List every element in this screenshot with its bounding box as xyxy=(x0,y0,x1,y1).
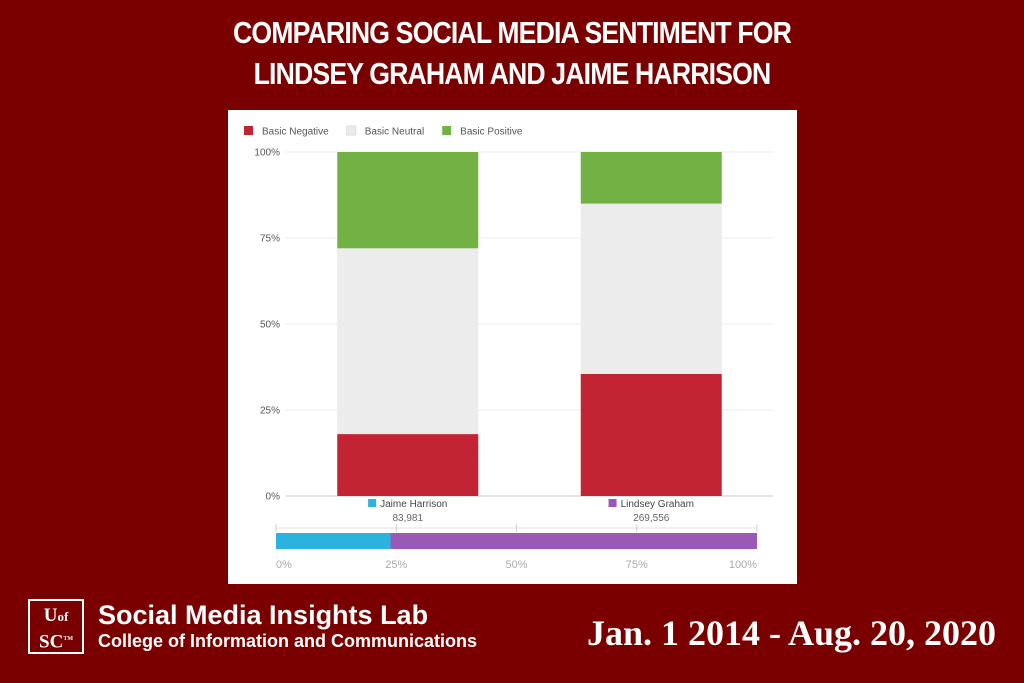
bar-1-1 xyxy=(580,203,722,374)
share-bar-segment-0 xyxy=(276,533,391,549)
legend-swatch-1 xyxy=(346,125,357,136)
chart-panel: Basic Negative Basic Neutral Basic Positiv… xyxy=(228,110,797,584)
date-range: Jan. 1 2014 - Aug. 20, 2020 xyxy=(586,613,996,653)
legend-swatch-2 xyxy=(442,126,452,135)
y-tick-label-4: 100% xyxy=(254,148,280,159)
lab-subtitle: College of Information and Communication… xyxy=(98,631,478,651)
uofsc-logo: Uof SCTM xyxy=(28,599,84,654)
share-tick-label-2: 50% xyxy=(505,559,527,571)
bar-0-1 xyxy=(337,248,479,435)
share-tick-label-3: 75% xyxy=(626,559,648,571)
bar-1-2 xyxy=(580,152,722,204)
share-tick-label-4: 100% xyxy=(729,559,757,571)
share-tick-label-1: 25% xyxy=(385,559,407,571)
legend-swatch-0 xyxy=(244,126,253,135)
category-count-0: 83,981 xyxy=(392,513,423,524)
sentiment-chart: Basic Negative Basic Neutral Basic Positiv… xyxy=(244,125,773,571)
category-marker-1 xyxy=(608,499,617,507)
y-tick-label-1: 25% xyxy=(260,406,280,417)
category-label-1: Lindsey Graham xyxy=(621,499,694,510)
title-line-1: COMPARING SOCIAL MEDIA SENTIMENT FOR xyxy=(232,15,792,50)
share-bar-segment-1 xyxy=(390,533,757,549)
lab-name: Social Media Insights Lab xyxy=(98,600,429,630)
y-tick-label-3: 75% xyxy=(260,234,280,245)
bar-0-2 xyxy=(337,152,479,249)
title-line-2: LINDSEY GRAHAM AND JAIME HARRISON xyxy=(253,56,772,91)
share-tick-label-0: 0% xyxy=(276,559,292,571)
bar-1-0 xyxy=(580,373,722,496)
y-tick-label-2: 50% xyxy=(260,320,280,331)
legend-label-2: Basic Positive xyxy=(460,127,523,138)
legend-label-0: Basic Negative xyxy=(262,127,329,138)
page-title: COMPARING SOCIAL MEDIA SENTIMENT FOR LIN… xyxy=(72,12,953,94)
category-marker-0 xyxy=(368,499,377,507)
legend-label-1: Basic Neutral xyxy=(365,127,424,138)
category-count-1: 269,556 xyxy=(633,513,670,524)
category-label-0: Jaime Harrison xyxy=(380,499,447,510)
bar-0-0 xyxy=(337,434,479,496)
y-tick-label-0: 0% xyxy=(266,492,281,503)
